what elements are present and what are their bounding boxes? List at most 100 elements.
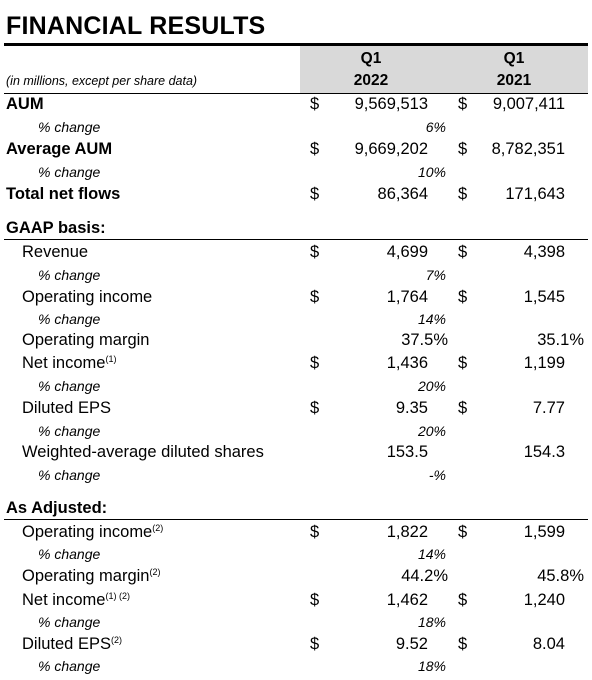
value-2021: 1,240 [523, 591, 565, 609]
value-2021: 4,398 [523, 243, 565, 261]
table-row-pct: % change 10% [0, 164, 592, 186]
footnote-ref: (2) [149, 567, 161, 577]
pct-label: % change [38, 311, 101, 327]
pct-value: 10% [417, 164, 446, 180]
row-label: Operating income(2) [22, 523, 163, 542]
row-label-text: Net income [22, 591, 106, 609]
row-label: Weighted-average diluted shares [22, 443, 264, 461]
row-label: Revenue [22, 243, 89, 261]
pct-value: 14% [417, 311, 446, 327]
value-2021: 7.77 [532, 399, 565, 417]
pct-label: % change [38, 614, 101, 630]
report-title: FINANCIAL RESULTS [6, 12, 266, 40]
currency-symbol: $ [458, 185, 468, 203]
table-row: Operating margin 37.5% 35.1% [0, 331, 592, 353]
row-label: Diluted EPS(2) [22, 635, 122, 654]
currency-symbol: $ [458, 288, 468, 306]
col-2021-year: 2021 [496, 72, 532, 89]
value-2021: 1,599 [523, 523, 565, 541]
table-row-pct: % change 14% [0, 546, 592, 568]
value-2022: 1,764 [386, 288, 428, 306]
currency-symbol: $ [310, 523, 320, 541]
currency-symbol: $ [458, 591, 468, 609]
footnote-ref: (2) [110, 635, 122, 645]
col-2022-year: 2022 [353, 72, 389, 89]
table-row: Weighted-average diluted shares 153.5 15… [0, 443, 592, 465]
currency-symbol: $ [458, 635, 468, 653]
section-rule [4, 239, 588, 240]
table-row: Net income(1) (2) $ 1,462 $ 1,240 [0, 591, 592, 613]
col-2021-quarter: Q1 [503, 50, 525, 67]
row-label: Net income(1) [22, 354, 116, 373]
section-rule [4, 519, 588, 520]
pct-label: % change [38, 658, 101, 674]
value-2021: 35.1% [537, 331, 584, 349]
footnote-ref: (2) [152, 523, 164, 533]
currency-symbol: $ [310, 288, 320, 306]
section-heading-gaap: GAAP basis: [6, 219, 106, 237]
row-label-text: Diluted EPS [22, 635, 111, 653]
pct-value: 6% [425, 119, 446, 135]
table-row: Operating margin(2) 44.2% 45.8% [0, 567, 592, 589]
value-2022: 4,699 [386, 243, 428, 261]
pct-value: 20% [417, 378, 446, 394]
table-row-pct: % change -% [0, 467, 592, 489]
table-row-pct: % change 20% [0, 378, 592, 400]
value-2022: 37.5% [401, 331, 448, 349]
row-label: Average AUM [6, 140, 113, 158]
row-label-text: Operating margin [22, 567, 150, 585]
value-2022: 44.2% [401, 567, 448, 585]
table-row-pct: % change 20% [0, 423, 592, 445]
table-row: AUM $ 9,569,513 $ 9,007,411 [0, 95, 592, 117]
table-row: Diluted EPS(2) $ 9.52 $ 8.04 [0, 635, 592, 657]
title-rule [4, 43, 588, 46]
currency-symbol: $ [310, 635, 320, 653]
pct-label: % change [38, 378, 101, 394]
currency-symbol: $ [458, 399, 468, 417]
value-2022: 1,462 [386, 591, 428, 609]
value-2021: 1,545 [523, 288, 565, 306]
col-2022-quarter: Q1 [360, 50, 382, 67]
table-row: Average AUM $ 9,669,202 $ 8,782,351 [0, 140, 592, 162]
pct-value: 18% [417, 614, 446, 630]
pct-value: 7% [425, 267, 446, 283]
column-header: Q1 2022 Q1 2021 (in millions, except per… [4, 46, 588, 93]
table-row: Diluted EPS $ 9.35 $ 7.77 [0, 399, 592, 421]
currency-symbol: $ [458, 140, 468, 158]
table-row-pct: % change 7% [0, 267, 592, 289]
column-header-shading [300, 46, 588, 93]
currency-symbol: $ [310, 399, 320, 417]
row-label: Diluted EPS [22, 399, 111, 417]
pct-value: 18% [417, 658, 446, 674]
currency-symbol: $ [458, 243, 468, 261]
value-2022: 9,669,202 [354, 140, 428, 158]
value-2021: 45.8% [537, 567, 584, 585]
pct-label: % change [38, 546, 101, 562]
section-heading-adjusted: As Adjusted: [6, 499, 108, 517]
row-label: Operating margin(2) [22, 567, 160, 586]
table-row-pct: % change 18% [0, 614, 592, 636]
pct-label: % change [38, 267, 101, 283]
table-row: Revenue $ 4,699 $ 4,398 [0, 243, 592, 265]
footnote-ref: (1) (2) [105, 591, 130, 601]
footnote-ref: (1) [105, 354, 117, 364]
row-label: AUM [6, 95, 44, 113]
value-2021: 9,007,411 [492, 95, 565, 113]
value-2022: 1,436 [386, 354, 428, 372]
row-label: Operating income [22, 288, 153, 306]
pct-label: % change [38, 164, 101, 180]
currency-symbol: $ [310, 243, 320, 261]
table-row: Operating income(2) $ 1,822 $ 1,599 [0, 523, 592, 545]
currency-symbol: $ [458, 95, 468, 113]
pct-label: % change [38, 423, 101, 439]
currency-symbol: $ [310, 95, 320, 113]
value-2022: 9,569,513 [354, 95, 428, 113]
table-row-pct: % change 18% [0, 658, 592, 680]
value-2022: 9.52 [395, 635, 428, 653]
header-rule [4, 93, 588, 94]
table-row: Total net flows $ 86,364 $ 171,643 [0, 185, 592, 207]
currency-symbol: $ [458, 523, 468, 541]
row-label: Net income(1) (2) [22, 591, 130, 610]
value-2021: 171,643 [505, 185, 565, 203]
table-row-pct: % change 14% [0, 311, 592, 333]
